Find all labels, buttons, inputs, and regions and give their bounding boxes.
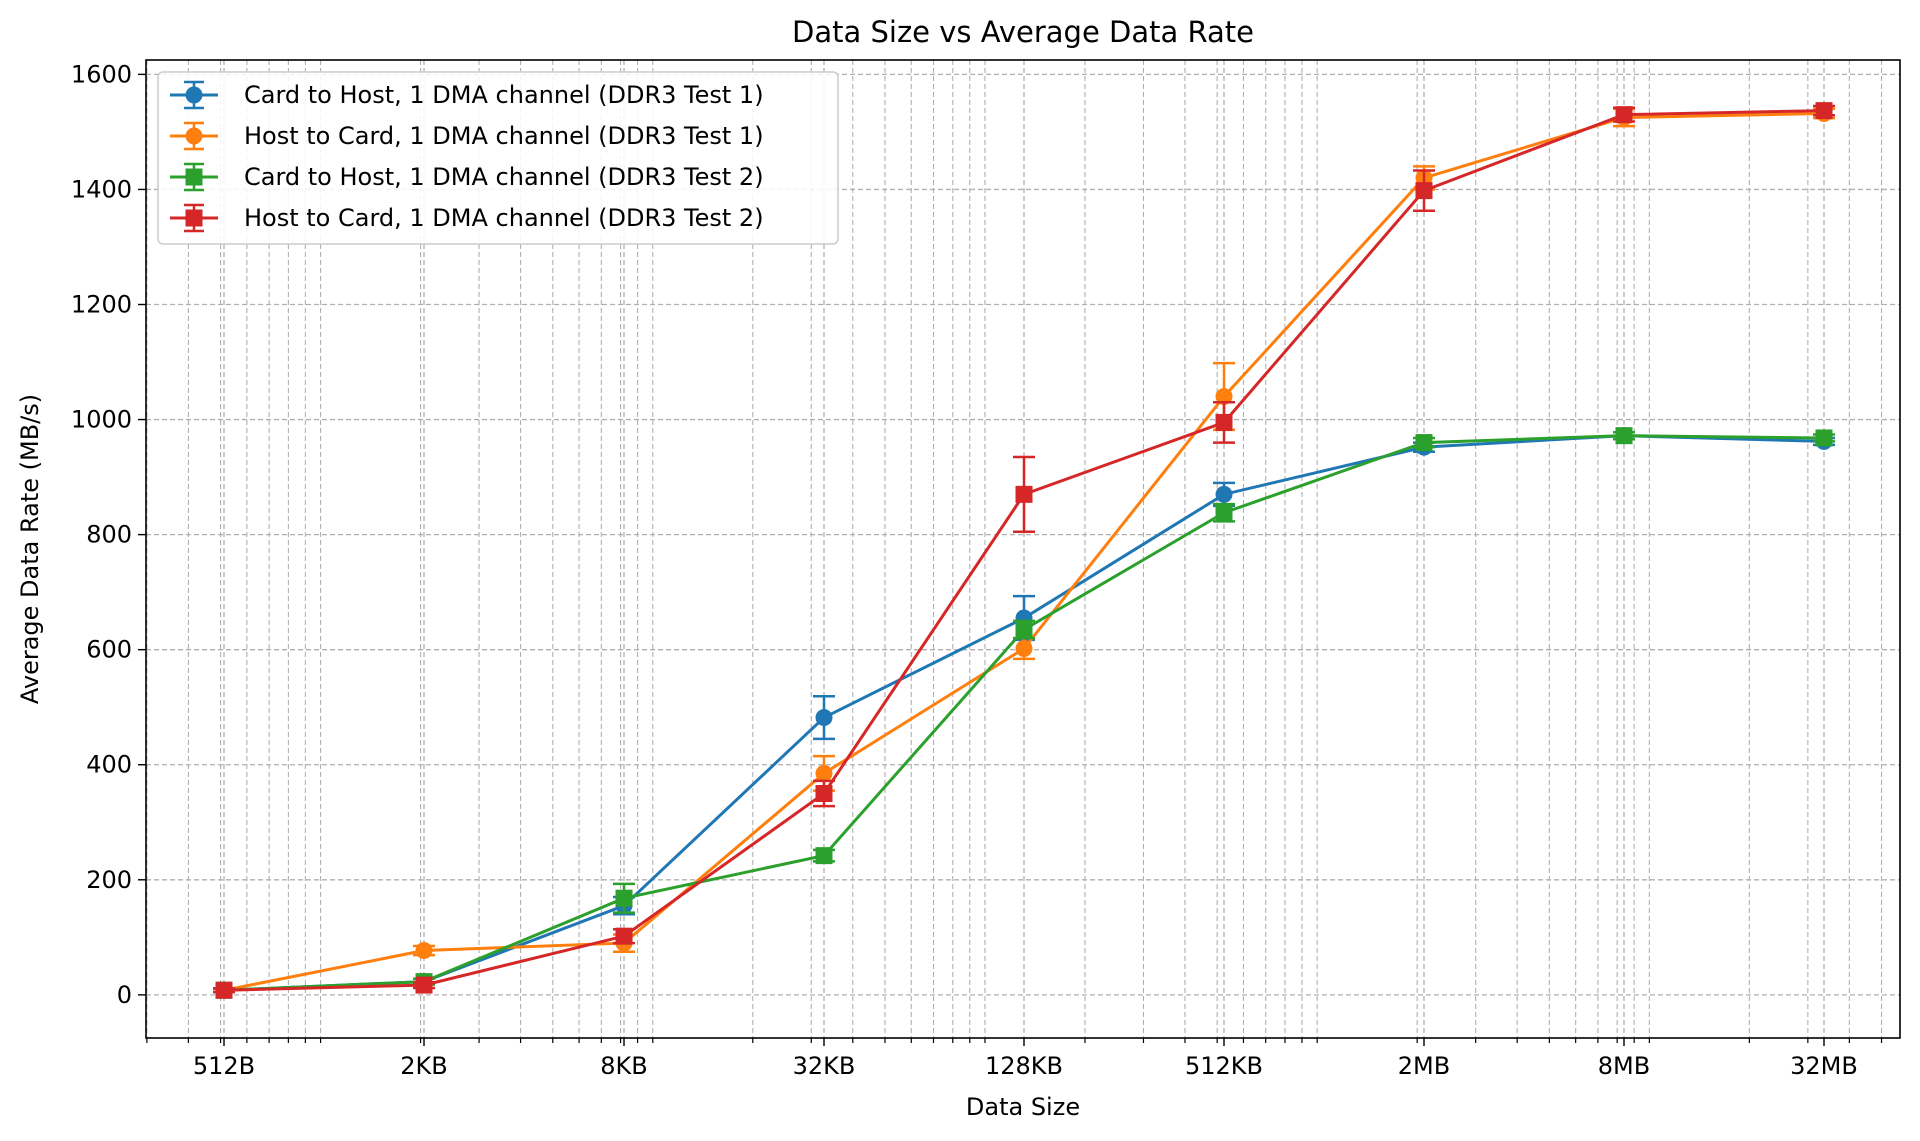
data-point [1215, 413, 1233, 431]
data-point [615, 889, 633, 907]
legend-label: Card to Host, 1 DMA channel (DDR3 Test 2… [244, 163, 764, 191]
x-tick-label: 2MB [1398, 1052, 1450, 1080]
data-point [415, 942, 433, 960]
data-point [815, 785, 833, 802]
data-point [1215, 504, 1233, 522]
data-point [1615, 106, 1633, 124]
data-point [1215, 485, 1233, 503]
y-tick-label: 800 [86, 521, 132, 549]
y-axis-label: Average Data Rate (MB/s) [16, 394, 44, 704]
y-tick-label: 0 [117, 981, 132, 1009]
data-point [615, 927, 633, 945]
y-tick-label: 200 [86, 866, 132, 894]
data-point [1215, 388, 1233, 406]
legend-marker [185, 86, 203, 104]
data-point [1415, 434, 1433, 452]
x-tick-label: 128KB [985, 1052, 1063, 1080]
data-point [815, 764, 833, 782]
legend-item: Host to Card, 1 DMA channel (DDR3 Test 1… [170, 121, 764, 151]
data-point [1815, 429, 1833, 447]
plot-frame [145, 59, 1901, 1039]
axes: 512B 2KB 8KB 32KB 128KB 512KB 2MB 8MB 32MB 0 200 40… [71, 60, 1883, 1080]
data-point [415, 976, 433, 994]
x-tick-label: 32MB [1790, 1052, 1858, 1080]
data-point [1815, 102, 1833, 120]
y-tick-label: 600 [86, 636, 132, 664]
x-tick-label: 8KB [600, 1052, 647, 1080]
x-tick-label: 512B [193, 1052, 255, 1080]
legend-box [157, 71, 839, 245]
data-point [1015, 485, 1033, 503]
x-tick-label: 32KB [793, 1052, 856, 1080]
legend-label: Host to Card, 1 DMA channel (DDR3 Test 1… [244, 122, 764, 150]
data-point [1415, 182, 1433, 200]
y-tick-label: 1000 [71, 406, 132, 434]
x-tick-label: 2KB [400, 1052, 447, 1080]
chart-title: Data Size vs Average Data Rate [792, 15, 1254, 49]
y-tick-label: 1400 [71, 175, 132, 203]
legend-marker [185, 127, 203, 145]
data-point [1015, 621, 1033, 639]
data-point [1615, 427, 1633, 445]
data-point [815, 847, 833, 865]
legend-label: Host to Card, 1 DMA channel (DDR3 Test 2… [244, 204, 764, 232]
y-tick-label: 1600 [71, 60, 132, 88]
legend: Card to Host, 1 DMA channel (DDR3 Test 1… [157, 71, 839, 245]
y-tick-label: 400 [86, 751, 132, 779]
x-axis-label: Data Size [966, 1093, 1080, 1121]
data-point [815, 709, 833, 727]
y-tick-label: 1200 [71, 291, 132, 319]
legend-item: Card to Host, 1 DMA channel (DDR3 Test 2… [170, 162, 764, 192]
series-layer [213, 102, 1835, 999]
legend-item: Card to Host, 1 DMA channel (DDR3 Test 1… [170, 80, 764, 110]
series-4 [213, 102, 1835, 999]
x-tick-label: 512KB [1185, 1052, 1263, 1080]
data-point [215, 981, 233, 999]
legend-label: Card to Host, 1 DMA channel (DDR3 Test 1… [244, 81, 764, 109]
legend-item: Host to Card, 1 DMA channel (DDR3 Test 2… [170, 203, 764, 233]
legend-marker [185, 209, 203, 227]
x-tick-label: 8MB [1598, 1052, 1650, 1080]
data-point [1015, 640, 1033, 658]
legend-marker [185, 168, 203, 186]
